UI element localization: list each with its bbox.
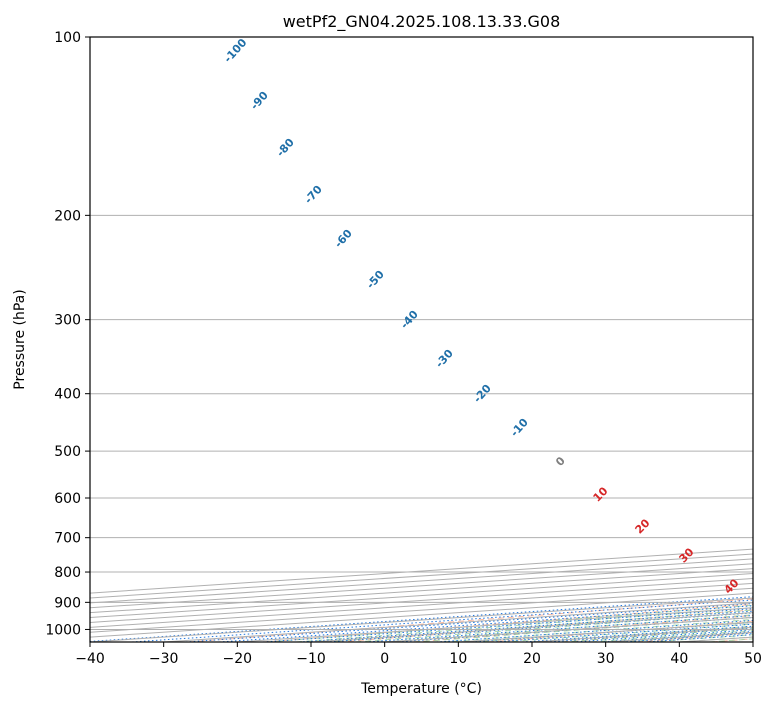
y-tick-label: 100 xyxy=(54,30,81,46)
y-tick-label: 400 xyxy=(54,387,81,403)
dry-adiabat-label: -80 xyxy=(274,136,297,160)
moist-adiabat xyxy=(355,611,753,642)
isotherm xyxy=(90,553,753,599)
dry-adiabat-label: -70 xyxy=(302,183,325,207)
isotherm xyxy=(531,626,753,642)
mixing-ratio-line xyxy=(365,615,753,642)
dry-adiabat xyxy=(562,626,753,642)
x-tick-label: −40 xyxy=(75,651,105,667)
chart-title: wetPf2_GN04.2025.108.13.33.G08 xyxy=(283,12,561,32)
moist-adiabat xyxy=(325,609,753,642)
dry-adiabat-label: -60 xyxy=(332,227,355,251)
isotherm xyxy=(90,597,753,642)
y-tick-label: 800 xyxy=(54,565,81,581)
isotherm xyxy=(90,582,753,628)
dry-adiabat-label: -40 xyxy=(398,308,421,332)
x-tick-label: −10 xyxy=(296,651,326,667)
moist-adiabat xyxy=(649,634,753,642)
dry-adiabat xyxy=(636,632,753,642)
y-axis: 1000 900 800 700 600 500 400 300 200 100 xyxy=(45,30,90,638)
moist-adiabat-label: 20 xyxy=(633,516,653,536)
y-axis-label: Pressure (hPa) xyxy=(12,289,28,389)
isotherm xyxy=(90,577,753,623)
x-axis: −40 −30 −20 −10 0 10 20 30 40 50 xyxy=(75,642,762,667)
moist-adiabat-label: 10 xyxy=(591,484,611,504)
plot-frame xyxy=(89,36,754,643)
x-tick-label: 30 xyxy=(597,651,615,667)
dry-adiabat xyxy=(487,620,753,642)
moist-adiabat xyxy=(531,625,753,642)
y-tick-label: 700 xyxy=(54,531,81,547)
x-tick-label: 50 xyxy=(744,651,762,667)
isotherm xyxy=(90,558,753,604)
dry-adiabat-label: -30 xyxy=(433,347,456,371)
isotherm xyxy=(90,548,753,594)
x-tick-label: −30 xyxy=(149,651,179,667)
moist-adiabat xyxy=(620,632,753,642)
mixing-ratio-line xyxy=(90,596,753,642)
isotherm xyxy=(90,563,753,609)
mixing-ratio-line xyxy=(622,632,753,642)
isotherm xyxy=(90,587,753,633)
y-tick-label: 900 xyxy=(54,595,81,611)
x-tick-label: 40 xyxy=(670,651,688,667)
field-labels: -100-90-80-70-60-50-40-30-20-100.10.20.4… xyxy=(221,36,741,597)
isotherm xyxy=(310,612,753,642)
moist-adiabat-label: 0 xyxy=(553,454,568,469)
pressure-gridlines xyxy=(90,37,753,630)
dry-adiabat xyxy=(263,603,753,642)
dry-adiabat-label: -100 xyxy=(221,36,249,65)
dry-adiabat-label: -10 xyxy=(508,416,531,440)
x-tick-label: 10 xyxy=(449,651,467,667)
x-tick-label: −20 xyxy=(223,651,253,667)
isotherm xyxy=(90,592,753,638)
isotherm xyxy=(90,568,753,614)
dry-adiabat xyxy=(338,609,753,642)
y-tick-label: 500 xyxy=(54,444,81,460)
y-tick-label: 600 xyxy=(54,491,81,507)
y-tick-label: 200 xyxy=(54,208,81,224)
mixing-ratio-line xyxy=(467,621,753,642)
x-tick-label: 0 xyxy=(380,651,389,667)
dry-adiabat-label: -90 xyxy=(248,89,271,113)
dry-adiabat-label: -50 xyxy=(364,268,387,292)
y-tick-label: 300 xyxy=(54,313,81,329)
y-tick-label: 1000 xyxy=(45,622,81,638)
x-tick-label: 20 xyxy=(523,651,541,667)
background-lines xyxy=(90,548,753,642)
isotherm xyxy=(237,607,753,642)
dry-adiabat-label: -20 xyxy=(471,382,494,406)
mixing-ratio-line xyxy=(131,599,753,642)
isotherm xyxy=(752,641,753,642)
isotherm xyxy=(90,573,753,619)
moist-adiabat xyxy=(561,627,753,642)
x-axis-label: Temperature (°C) xyxy=(360,681,482,697)
